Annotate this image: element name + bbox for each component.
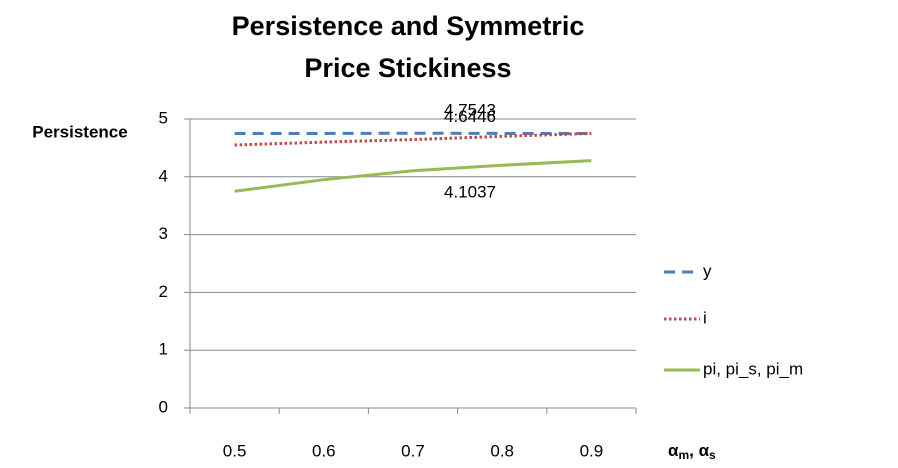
x-tick-label: 0.6: [312, 441, 336, 460]
data-label: 4.1037: [444, 182, 496, 201]
legend-label: y: [703, 261, 712, 280]
data-label: 4.6446: [444, 107, 496, 126]
y-axis-label: Persistence: [32, 122, 127, 141]
x-axis-label: αm, αs: [668, 441, 716, 462]
legend-label: pi, pi_s, pi_m: [703, 359, 803, 378]
x-tick-label: 0.7: [401, 441, 425, 460]
x-axis-label-part: , α: [689, 441, 709, 460]
chart-title: Price Stickiness: [304, 53, 511, 83]
chart-title: Persistence and Symmetric: [232, 11, 585, 41]
y-tick-label: 3: [159, 224, 168, 243]
series-line: [234, 131, 592, 147]
data-label: 4.7543: [444, 101, 496, 120]
x-tick-label: 0.8: [490, 441, 514, 460]
y-tick-label: 5: [159, 108, 168, 127]
y-tick-label: 1: [159, 340, 168, 359]
y-tick-label: 4: [159, 166, 168, 185]
x-tick-label: 0.9: [580, 441, 604, 460]
x-axis-label-part: s: [709, 448, 716, 462]
x-tick-label: 0.5: [223, 441, 247, 460]
legend-label: i: [703, 308, 707, 327]
y-tick-label: 0: [159, 397, 168, 416]
x-axis-label-part: m: [678, 448, 689, 462]
y-tick-label: 2: [159, 282, 168, 301]
x-axis-label-part: α: [668, 441, 679, 460]
series-line: [234, 159, 592, 193]
